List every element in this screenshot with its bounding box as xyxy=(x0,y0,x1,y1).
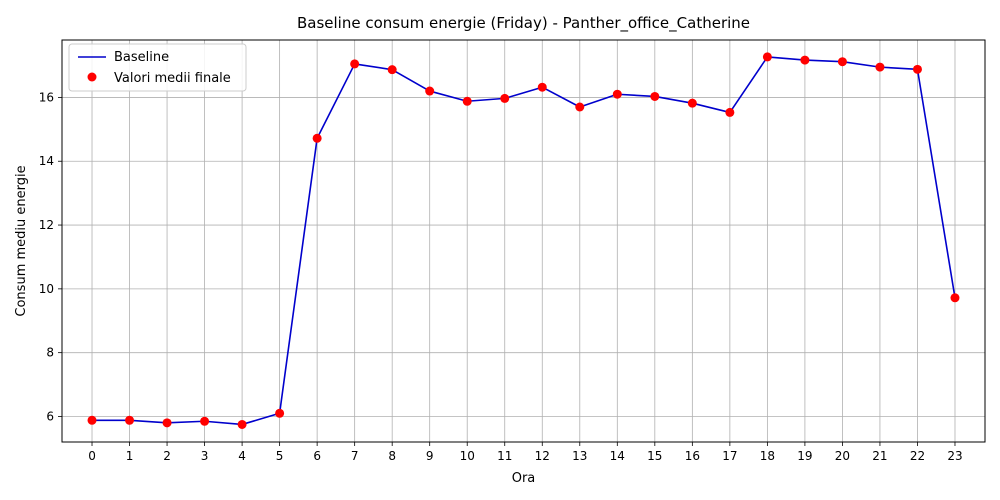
y-tick-label: 10 xyxy=(39,282,54,296)
plot-area xyxy=(62,40,985,442)
data-point-valori-medii xyxy=(275,408,285,418)
data-point-valori-medii xyxy=(312,133,322,143)
x-tick-label: 13 xyxy=(572,449,587,463)
x-tick-label: 1 xyxy=(126,449,134,463)
x-tick-label: 18 xyxy=(760,449,775,463)
data-point-valori-medii xyxy=(837,57,847,67)
data-point-valori-medii xyxy=(912,64,922,74)
x-tick-label: 14 xyxy=(610,449,625,463)
x-tick-label: 9 xyxy=(426,449,434,463)
legend-label-valori: Valori medii finale xyxy=(114,71,231,86)
x-tick-label: 11 xyxy=(497,449,512,463)
data-point-valori-medii xyxy=(762,52,772,62)
x-tick-label: 6 xyxy=(313,449,321,463)
data-point-valori-medii xyxy=(500,93,510,103)
x-tick-label: 19 xyxy=(797,449,812,463)
y-axis-title: Consum mediu energie xyxy=(14,165,29,316)
data-point-valori-medii xyxy=(800,55,810,65)
data-point-valori-medii xyxy=(162,418,172,428)
y-axis-ticks: 6 8 10 12 14 16 xyxy=(39,90,62,423)
data-point-valori-medii xyxy=(87,415,97,425)
x-tick-label: 4 xyxy=(238,449,246,463)
data-point-valori-medii xyxy=(612,89,622,99)
data-point-valori-medii xyxy=(650,91,660,101)
data-point-valori-medii xyxy=(687,98,697,108)
data-point-valori-medii xyxy=(200,416,210,426)
data-point-valori-medii xyxy=(350,59,360,69)
data-point-valori-medii xyxy=(462,96,472,106)
data-point-valori-medii xyxy=(425,86,435,96)
x-tick-label: 17 xyxy=(722,449,737,463)
plot-frame xyxy=(61,39,986,443)
grid xyxy=(62,40,985,442)
x-tick-label: 5 xyxy=(276,449,284,463)
y-tick-label: 14 xyxy=(39,154,54,168)
x-tick-label: 7 xyxy=(351,449,359,463)
legend: Baseline Valori medii finale xyxy=(68,43,247,92)
data-point-valori-medii xyxy=(575,102,585,112)
x-tick-label: 2 xyxy=(163,449,171,463)
data-point-valori-medii xyxy=(725,107,735,117)
x-tick-label: 21 xyxy=(872,449,887,463)
series-points-layer xyxy=(87,52,960,429)
x-tick-label: 22 xyxy=(910,449,925,463)
series-line-layer xyxy=(92,56,956,426)
x-tick-label: 23 xyxy=(947,449,962,463)
data-point-valori-medii xyxy=(537,82,547,92)
x-tick-label: 20 xyxy=(835,449,850,463)
y-tick-label: 6 xyxy=(46,409,54,423)
series-line-baseline xyxy=(92,56,956,426)
x-tick-label: 3 xyxy=(201,449,209,463)
y-tick-label: 16 xyxy=(39,90,54,104)
x-tick-label: 0 xyxy=(88,449,96,463)
x-tick-label: 12 xyxy=(535,449,550,463)
legend-frame xyxy=(68,43,247,92)
x-tick-label: 8 xyxy=(388,449,396,463)
data-point-valori-medii xyxy=(125,415,135,425)
data-point-valori-medii xyxy=(875,62,885,72)
data-point-valori-medii xyxy=(387,65,397,75)
data-point-valori-medii xyxy=(237,419,247,429)
chart-title: Baseline consum energie (Friday) - Panth… xyxy=(297,14,750,33)
x-tick-label: 16 xyxy=(685,449,700,463)
y-tick-label: 8 xyxy=(46,346,54,360)
x-tick-label: 15 xyxy=(647,449,662,463)
x-axis-title: Ora xyxy=(512,471,536,486)
x-axis-ticks: 0 1 2 3 4 5 6 7 8 9 10 11 12 13 14 15 16 17 18 19 20 21 22 23 xyxy=(88,442,963,463)
legend-marker-swatch xyxy=(87,72,97,82)
legend-label-baseline: Baseline xyxy=(114,50,169,65)
data-point-valori-medii xyxy=(950,293,960,303)
x-tick-label: 10 xyxy=(460,449,475,463)
y-tick-label: 12 xyxy=(39,218,54,232)
